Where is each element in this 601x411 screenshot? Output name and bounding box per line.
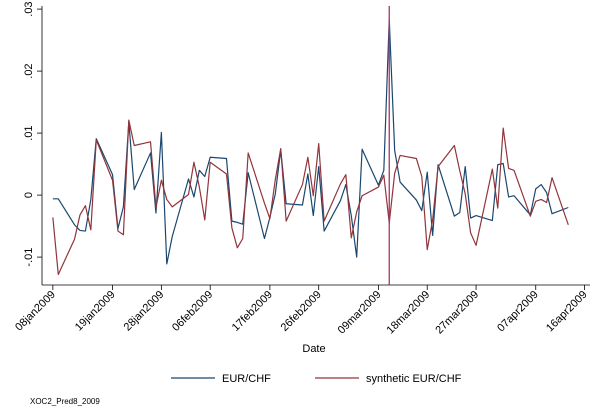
series-line-synthetic-eur-chf xyxy=(52,119,569,276)
y-tick-label: -.01 xyxy=(23,248,35,267)
series-line-eur-chf xyxy=(52,19,569,265)
x-axis-title: Date xyxy=(302,343,325,355)
legend-label-synthetic-eur-chf: synthetic EUR/CHF xyxy=(366,373,462,385)
chart-note: XOC2_Pred8_2009 xyxy=(30,397,100,406)
y-tick-label: .02 xyxy=(23,63,35,78)
legend-label-eur-chf: EUR/CHF xyxy=(222,373,271,385)
y-tick-label: .03 xyxy=(23,1,35,16)
y-tick-label: .01 xyxy=(23,125,35,140)
legend: EUR/CHF synthetic EUR/CHF xyxy=(171,373,462,385)
y-tick-label: 0 xyxy=(23,192,35,198)
